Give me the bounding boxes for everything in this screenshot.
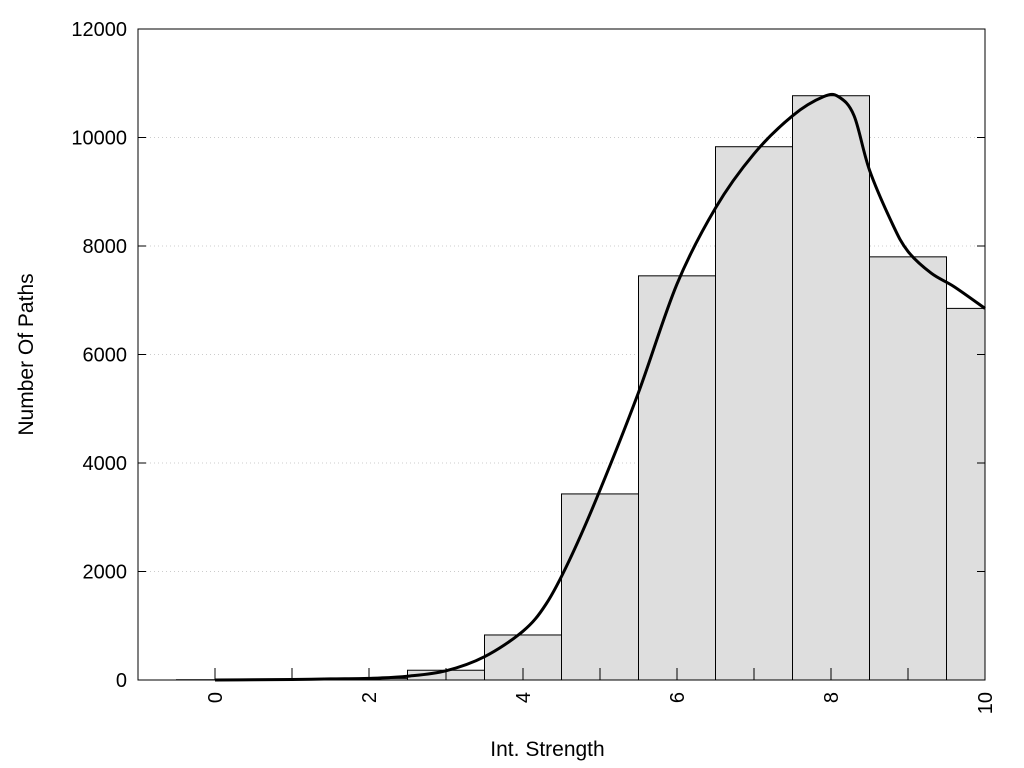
y-tick-label-10000: 10000 <box>71 128 127 150</box>
bar-5 <box>561 493 639 681</box>
x-tick-label-8: 8 <box>821 692 843 703</box>
x-axis-title: Int. Strength <box>490 738 604 761</box>
bar-7 <box>715 146 793 681</box>
y-tick-label-12000: 12000 <box>71 19 127 41</box>
y-tick-label-4000: 4000 <box>83 453 128 475</box>
bar-10 <box>946 307 986 681</box>
y-axis-title: Number Of Paths <box>15 273 38 435</box>
axis-ticks: 0 2000 4000 6000 8000 10000 12000 0 2 4 6 8 10 <box>71 19 997 714</box>
bars <box>176 95 986 681</box>
bar-9 <box>869 256 947 681</box>
x-tick-label-4: 4 <box>513 692 535 703</box>
y-tick-label-8000: 8000 <box>83 236 128 258</box>
x-tick-label-6: 6 <box>667 692 689 703</box>
x-tick-label-2: 2 <box>359 692 381 703</box>
y-tick-label-2000: 2000 <box>83 562 128 584</box>
fit-curve-line <box>214 92 986 682</box>
x-tick-label-0: 0 <box>205 692 227 703</box>
fit-curve <box>214 92 986 682</box>
x-tick-label-10: 10 <box>975 692 997 714</box>
bar-6 <box>638 275 716 681</box>
y-tick-label-0: 0 <box>116 670 127 692</box>
y-tick-label-6000: 6000 <box>83 345 128 367</box>
bar-8 <box>792 95 870 681</box>
